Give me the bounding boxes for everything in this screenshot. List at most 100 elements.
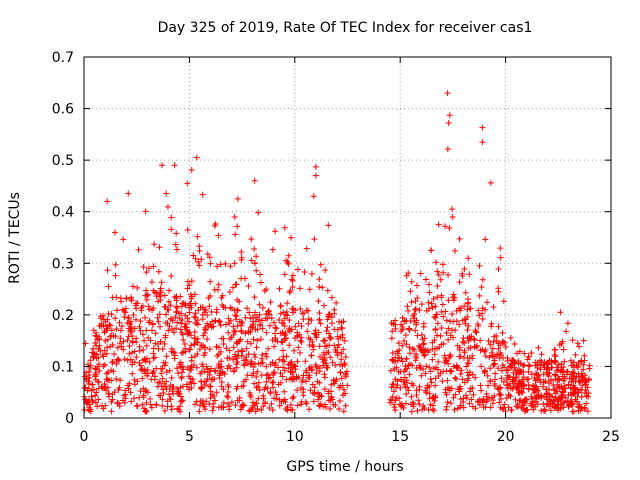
data-point bbox=[93, 351, 100, 358]
data-point bbox=[225, 362, 232, 369]
data-point bbox=[484, 372, 491, 379]
data-point bbox=[271, 395, 278, 402]
data-point bbox=[428, 247, 435, 254]
data-point bbox=[288, 359, 295, 366]
y-tick-label: 0.2 bbox=[52, 308, 74, 324]
data-point bbox=[428, 300, 435, 307]
data-point bbox=[188, 366, 195, 373]
data-point bbox=[586, 365, 593, 372]
data-point bbox=[173, 325, 180, 332]
data-point bbox=[128, 295, 135, 302]
data-point bbox=[163, 311, 170, 318]
data-point bbox=[575, 389, 582, 396]
data-point bbox=[456, 321, 463, 328]
data-point bbox=[528, 349, 535, 356]
data-point bbox=[248, 359, 255, 366]
data-point bbox=[327, 335, 334, 342]
data-point bbox=[422, 346, 429, 353]
data-point bbox=[417, 270, 424, 277]
data-point bbox=[92, 376, 99, 383]
data-point bbox=[265, 308, 272, 315]
data-point bbox=[563, 328, 570, 335]
data-point bbox=[286, 328, 293, 335]
data-point bbox=[111, 351, 118, 358]
data-point bbox=[296, 349, 303, 356]
data-point bbox=[269, 246, 276, 253]
data-point bbox=[281, 388, 288, 395]
data-point bbox=[218, 335, 225, 342]
data-point bbox=[288, 368, 295, 375]
data-point bbox=[452, 391, 459, 398]
data-point bbox=[408, 299, 415, 306]
data-point bbox=[267, 299, 274, 306]
data-point bbox=[104, 336, 111, 343]
data-point bbox=[569, 337, 576, 344]
data-point bbox=[207, 395, 214, 402]
data-point bbox=[197, 402, 204, 409]
data-point bbox=[398, 402, 405, 409]
data-point bbox=[253, 267, 260, 274]
data-point bbox=[156, 244, 163, 251]
data-point bbox=[421, 405, 428, 412]
data-point bbox=[457, 353, 464, 360]
data-point bbox=[122, 391, 129, 398]
data-point bbox=[495, 265, 502, 272]
data-point bbox=[288, 234, 295, 241]
data-point bbox=[108, 327, 115, 334]
data-point bbox=[560, 364, 567, 371]
data-point bbox=[572, 351, 579, 358]
data-point bbox=[456, 279, 463, 286]
data-point bbox=[317, 320, 324, 327]
data-point bbox=[277, 303, 284, 310]
data-point bbox=[581, 357, 588, 364]
data-point bbox=[442, 223, 449, 230]
data-point bbox=[435, 221, 442, 228]
data-point bbox=[164, 403, 171, 410]
data-point bbox=[432, 393, 439, 400]
data-point bbox=[173, 309, 180, 316]
y-tick-label: 0.3 bbox=[52, 256, 74, 272]
data-point bbox=[582, 387, 589, 394]
data-point bbox=[264, 315, 271, 322]
data-point bbox=[434, 268, 441, 275]
data-point bbox=[286, 376, 293, 383]
data-point bbox=[497, 254, 504, 261]
data-point bbox=[266, 374, 273, 381]
data-point bbox=[472, 374, 479, 381]
data-point bbox=[238, 352, 245, 359]
data-point bbox=[417, 345, 424, 352]
data-point bbox=[148, 327, 155, 334]
data-point bbox=[398, 403, 405, 410]
data-point bbox=[285, 361, 292, 368]
data-point bbox=[538, 407, 545, 414]
data-point bbox=[396, 347, 403, 354]
data-point bbox=[437, 276, 444, 283]
data-point bbox=[446, 224, 453, 231]
data-point bbox=[186, 318, 193, 325]
data-point bbox=[252, 318, 259, 325]
data-point bbox=[201, 344, 208, 351]
data-point bbox=[469, 403, 476, 410]
data-point bbox=[124, 337, 131, 344]
data-point bbox=[502, 343, 509, 350]
data-point bbox=[438, 341, 445, 348]
data-point bbox=[581, 404, 588, 411]
data-point bbox=[168, 273, 175, 280]
data-point bbox=[226, 288, 233, 295]
plot-frame bbox=[83, 56, 612, 419]
data-point bbox=[476, 262, 483, 269]
data-point bbox=[92, 339, 99, 346]
data-point bbox=[303, 400, 310, 407]
data-point bbox=[424, 348, 431, 355]
data-point bbox=[238, 383, 245, 390]
data-point bbox=[161, 407, 168, 414]
data-point bbox=[440, 368, 447, 375]
data-point bbox=[454, 342, 461, 349]
data-point bbox=[212, 368, 219, 375]
data-point bbox=[111, 389, 118, 396]
data-point bbox=[231, 260, 238, 267]
data-point bbox=[151, 376, 158, 383]
data-point bbox=[294, 332, 301, 339]
data-point bbox=[525, 368, 532, 375]
